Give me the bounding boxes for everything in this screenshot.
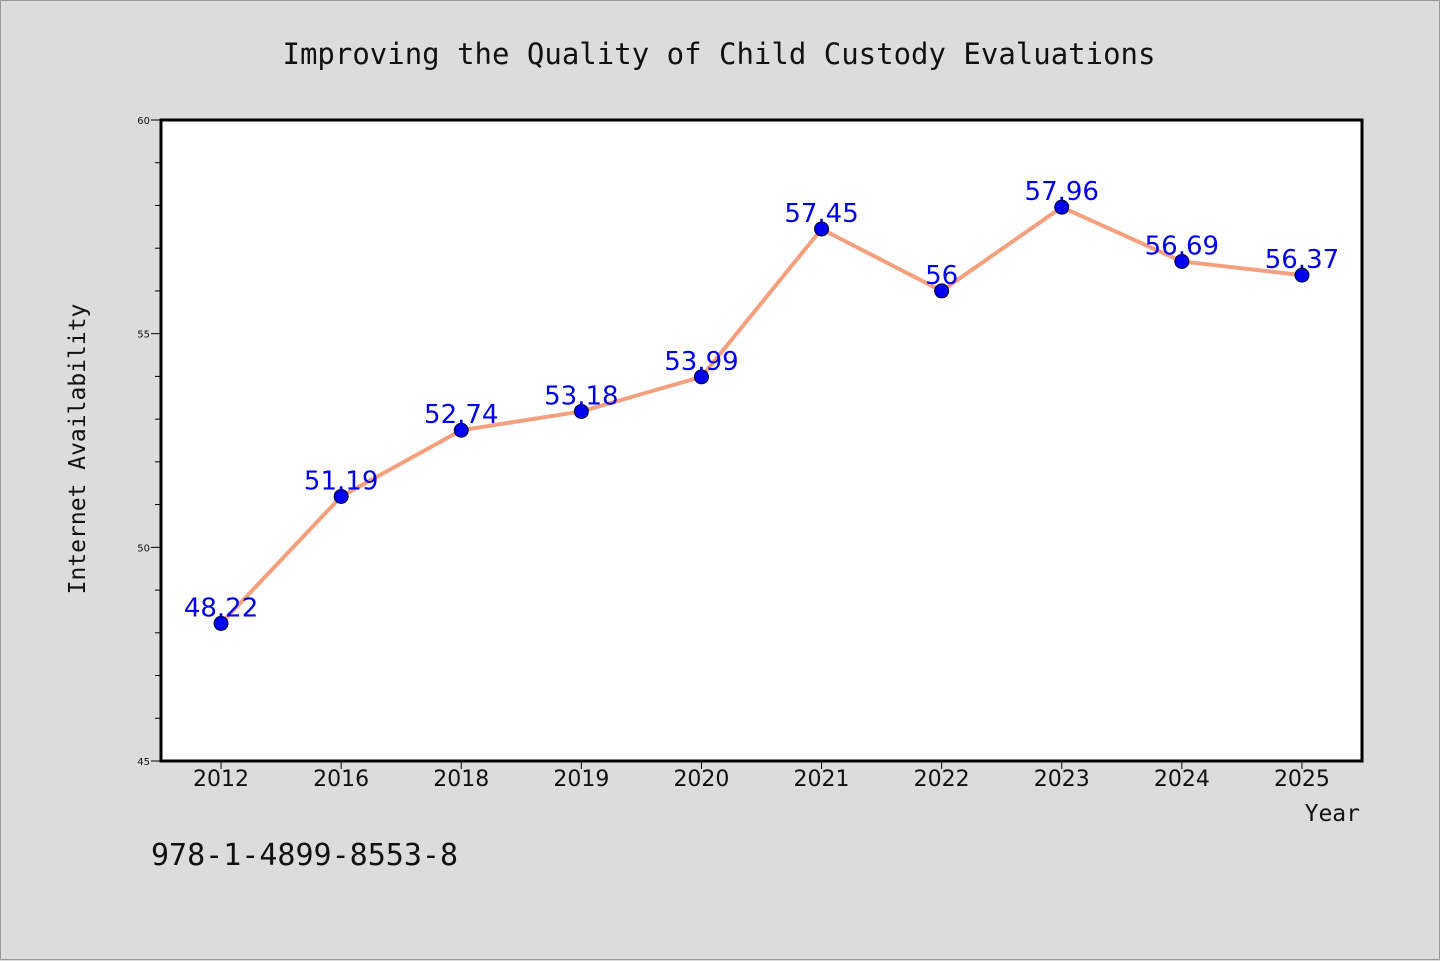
y-axis-label: Internet Availability (65, 304, 91, 595)
data-point (814, 221, 830, 237)
x-tick-label: 2024 (1154, 767, 1210, 792)
data-point (453, 422, 469, 438)
series-line-group (219, 205, 1303, 625)
x-tick-label: 2023 (1034, 767, 1090, 792)
data-point (573, 403, 589, 419)
data-label: 48.22 (184, 593, 258, 623)
data-label: 56.37 (1265, 245, 1339, 275)
data-label: 52.74 (424, 400, 498, 430)
data-point (1174, 253, 1190, 269)
y-axis: 45 50 55 60 (137, 116, 161, 768)
data-point (1294, 267, 1310, 283)
plot-area (159, 118, 1364, 763)
data-label: 51.19 (304, 466, 378, 496)
data-label: 57.45 (784, 199, 858, 229)
x-tick-label: 2018 (433, 767, 489, 792)
series-line (219, 205, 1303, 625)
x-tick-label: 2020 (673, 767, 729, 792)
y-tick-label: 50 (137, 543, 150, 554)
data-point (693, 369, 709, 385)
data-label: 56.69 (1145, 231, 1219, 261)
data-label: 53.18 (544, 381, 618, 411)
y-tick-label: 45 (137, 757, 150, 768)
data-point (934, 283, 950, 299)
x-tick-label: 2016 (313, 767, 369, 792)
data-label: 53.99 (664, 347, 738, 377)
x-tick-label: 2021 (794, 767, 850, 792)
data-point (1054, 199, 1070, 215)
x-tick-label: 2022 (914, 767, 970, 792)
y-tick-label: 55 (137, 330, 150, 341)
data-label: 56 (925, 261, 958, 291)
x-axis: 2012 2016 2018 2019 2020 2021 2022 2023 2024 2025 (193, 761, 1330, 792)
data-point (333, 488, 349, 504)
data-point (213, 615, 229, 631)
x-tick-label: 2012 (193, 767, 249, 792)
isbn-text: 978-1-4899-8553-8 (151, 838, 458, 873)
x-axis-label: Year (1305, 801, 1360, 827)
chart-title: Improving the Quality of Child Custody E… (283, 37, 1156, 71)
data-label: 57.96 (1025, 177, 1099, 207)
x-tick-label: 2025 (1274, 767, 1330, 792)
data-labels-group: 48.22 51.19 52.74 53.18 53.99 57.45 56 57.96 56.… (184, 177, 1339, 623)
y-tick-label: 60 (137, 116, 150, 127)
x-tick-label: 2019 (553, 767, 609, 792)
markers-group (213, 199, 1310, 631)
